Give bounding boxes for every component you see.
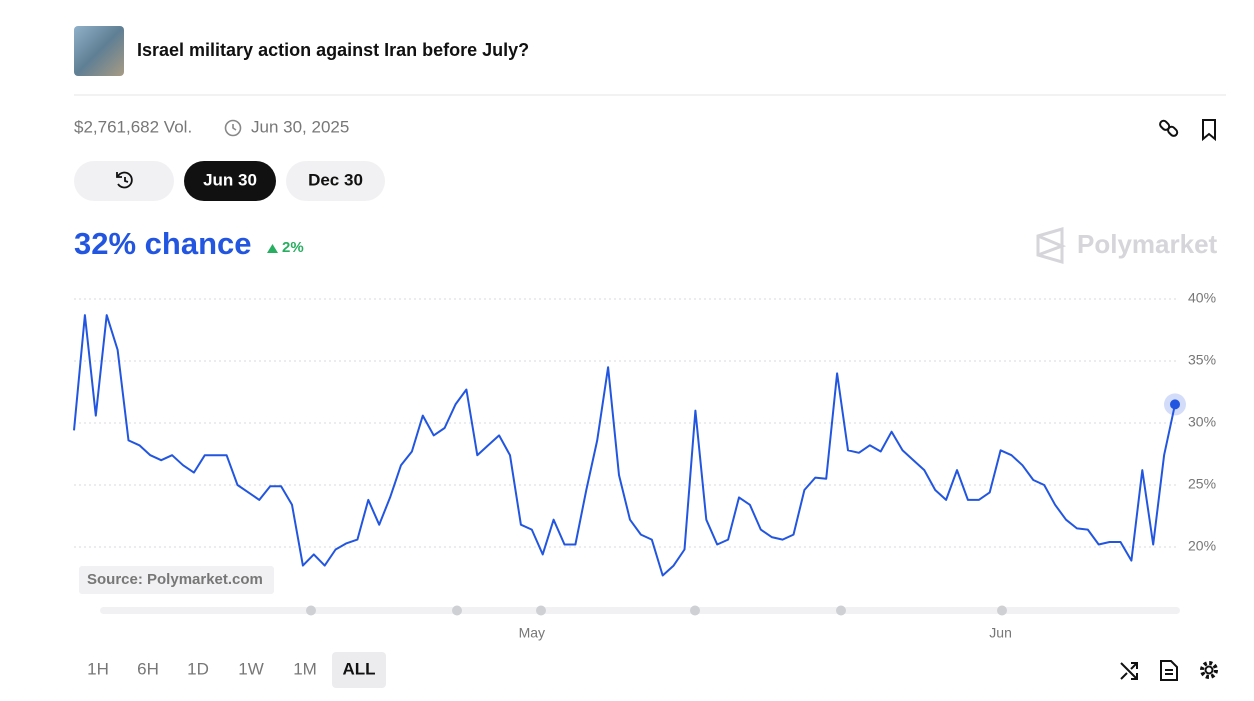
tab-label[interactable]: Jun 30 bbox=[203, 170, 257, 189]
end-date: Jun 30, 2025 bbox=[251, 117, 349, 136]
document-icon[interactable] bbox=[1160, 660, 1178, 681]
range-button[interactable]: ALL bbox=[342, 659, 375, 678]
price-line bbox=[73, 314, 1176, 577]
brand-logo bbox=[1036, 227, 1067, 264]
range-button[interactable]: 1M bbox=[293, 659, 317, 678]
y-tick-label: 35% bbox=[1188, 352, 1216, 368]
up-arrow bbox=[267, 244, 278, 253]
chance-change: 2% bbox=[282, 239, 304, 256]
x-tick-label: May bbox=[519, 625, 545, 641]
history-button[interactable] bbox=[74, 161, 174, 201]
y-tick-label: 40% bbox=[1188, 290, 1216, 306]
range-buttons: 1H 6H 1D 1W 1M ALL bbox=[87, 652, 386, 688]
y-tick-label: 20% bbox=[1188, 538, 1216, 554]
range-button[interactable]: 6H bbox=[137, 659, 159, 678]
current-point bbox=[1170, 399, 1180, 410]
market-title: Israel military action against Iran befo… bbox=[137, 40, 529, 60]
source-label: Source: Polymarket.com bbox=[87, 571, 263, 588]
x-tick-label: Jun bbox=[989, 625, 1012, 641]
range-button[interactable]: 1W bbox=[238, 659, 264, 678]
link-icon[interactable] bbox=[1159, 119, 1179, 137]
source-badge bbox=[79, 566, 274, 594]
volume: $2,761,682 Vol. bbox=[74, 117, 192, 136]
y-tick-label: 30% bbox=[1188, 414, 1216, 430]
timeline-dots bbox=[306, 605, 1007, 616]
range-button[interactable]: 1D bbox=[187, 659, 209, 678]
chance-headline: 32% chance bbox=[74, 226, 252, 261]
brand-name: Polymarket bbox=[1077, 229, 1218, 259]
range-button-active[interactable] bbox=[332, 652, 386, 688]
bookmark-icon[interactable] bbox=[1202, 119, 1216, 142]
history-icon bbox=[116, 171, 133, 189]
range-button[interactable]: 1H bbox=[87, 659, 109, 678]
clock-icon bbox=[224, 119, 242, 137]
settings-icon[interactable] bbox=[1200, 661, 1218, 679]
tab[interactable] bbox=[286, 161, 385, 201]
plot: 40% 35% 30% 25% 20% May Jun bbox=[73, 290, 1216, 641]
shuffle-icon[interactable] bbox=[1120, 662, 1138, 680]
market-thumbnail bbox=[74, 26, 124, 76]
tab-active[interactable] bbox=[184, 161, 276, 201]
y-tick-label: 25% bbox=[1188, 476, 1216, 492]
tab-label[interactable]: Dec 30 bbox=[308, 170, 363, 189]
timeline-track bbox=[100, 607, 1180, 614]
